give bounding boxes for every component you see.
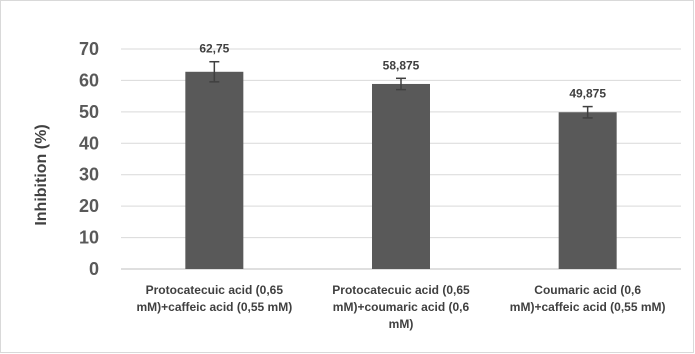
data-label: 58,875 [383,58,420,72]
y-tick-label: 0 [89,259,99,279]
x-category-label: Protocatecuic acid (0,65 [146,283,284,297]
x-category-label: mM)+caffeic acid (0,55 mM) [136,300,292,314]
y-axis-title: Inhibition (%) [33,124,50,225]
y-tick-label: 20 [79,196,99,216]
x-category-label: mM)+caffeic acid (0,55 mM) [510,300,666,314]
y-tick-label: 50 [79,102,99,122]
y-tick-label: 10 [79,228,99,248]
data-label: 49,875 [569,87,606,101]
y-tick-label: 30 [79,165,99,185]
y-tick-label: 70 [79,39,99,59]
y-tick-label: 60 [79,70,99,90]
bar [558,112,617,269]
bars [185,60,617,270]
y-tick-label: 40 [79,133,99,153]
x-category-label: mM) [389,317,414,331]
x-category-label: Coumaric acid (0,6 [534,283,641,297]
data-label: 62,75 [199,42,229,56]
labels: 0 10 20 30 40 50 60 70 62,75 Protocatecuic acid (… [79,39,666,331]
x-category-label: Protocatecuic acid (0,65 [332,283,470,297]
x-category-label: mM)+coumaric acid (0,6 [333,300,470,314]
bar [185,71,244,270]
bar [372,83,430,269]
